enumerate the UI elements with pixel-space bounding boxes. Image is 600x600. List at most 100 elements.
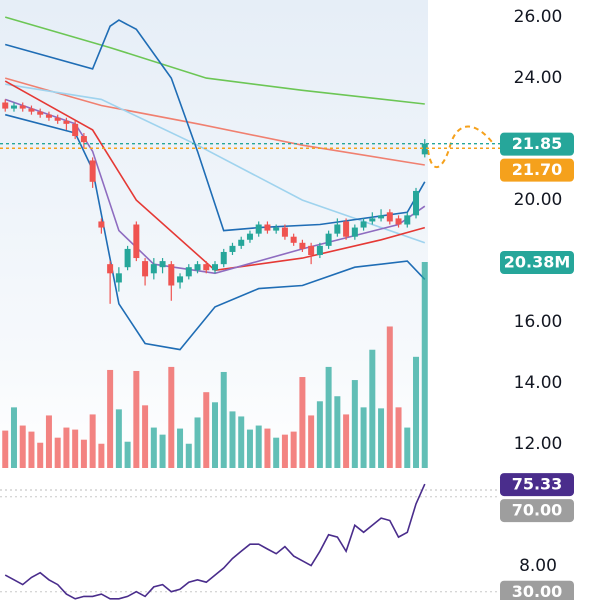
- volume-bar: [194, 417, 201, 468]
- candle-body: [177, 276, 184, 283]
- candle-body: [89, 160, 96, 182]
- candle-body: [142, 261, 149, 277]
- volume-bar: [360, 407, 367, 468]
- candle-body: [264, 224, 271, 231]
- rsi-line: [4, 483, 426, 600]
- volume-bar: [378, 408, 385, 468]
- rsi-badge-bg: [500, 473, 574, 497]
- volume-bar: [45, 415, 52, 468]
- volume-bar: [290, 431, 297, 468]
- y-tick-label: 12.00: [514, 434, 563, 454]
- candle-body: [395, 218, 402, 225]
- volume-badge: 20.38M: [504, 252, 571, 271]
- candle-body: [10, 105, 17, 109]
- volume-bar: [238, 416, 245, 468]
- volume-bar: [107, 369, 114, 468]
- y-tick-label: 8.00: [519, 556, 557, 576]
- volume-bar: [308, 415, 315, 468]
- candle-body: [124, 248, 131, 268]
- volume-bar: [334, 396, 341, 468]
- candle-body: [115, 273, 122, 283]
- candle-body: [220, 251, 227, 265]
- candle-body: [212, 264, 218, 271]
- candle-body: [351, 227, 358, 237]
- volume-bar: [98, 443, 105, 468]
- candle-body: [281, 227, 288, 237]
- candle-body: [316, 245, 323, 256]
- volume-bar: [316, 401, 323, 468]
- volume-bar: [142, 405, 149, 468]
- volume-bar: [89, 414, 96, 468]
- volume-bar: [80, 439, 87, 468]
- rsi-tick-badge-bg: [500, 499, 574, 523]
- candle-body: [107, 264, 114, 274]
- volume-bar: [229, 411, 236, 468]
- volume-bar: [220, 371, 227, 468]
- candle-body: [255, 224, 262, 234]
- rsi-tick-badge: 30.00: [512, 582, 563, 600]
- candle-body: [421, 143, 428, 155]
- candle-body: [98, 221, 105, 228]
- candle-body: [404, 215, 411, 225]
- volume-bar: [2, 430, 9, 468]
- candle-body: [72, 123, 79, 137]
- volume-bar: [159, 434, 166, 468]
- volume-bar: [19, 425, 26, 468]
- candle-body: [308, 245, 315, 256]
- candle-body: [28, 108, 35, 112]
- rsi-badge: 75.33: [512, 475, 563, 494]
- candle-body: [369, 218, 376, 222]
- candle-body: [273, 227, 280, 231]
- price-badge: 21.85: [512, 134, 563, 153]
- volume-bar: [273, 437, 280, 468]
- volume-bar: [386, 326, 393, 468]
- volume-bar: [212, 402, 218, 468]
- volume-bar: [63, 427, 70, 468]
- candle-body: [238, 239, 245, 246]
- volume-bar: [28, 431, 35, 468]
- volume-bar: [395, 407, 402, 468]
- volume-bar: [115, 409, 122, 468]
- candle-body: [54, 117, 61, 121]
- candle-body: [133, 224, 140, 259]
- candle-body: [45, 114, 52, 118]
- candle-body: [37, 111, 44, 115]
- price-badge-bg: [500, 158, 574, 182]
- volume-bar: [72, 429, 79, 468]
- y-tick-label: 20.00: [514, 190, 563, 210]
- price-badge: 21.70: [512, 160, 563, 179]
- volume-bar: [325, 366, 332, 468]
- volume-bar: [299, 377, 306, 468]
- candle-body: [378, 215, 385, 219]
- volume-bar: [369, 349, 376, 468]
- price-badge-bg: [500, 132, 574, 156]
- volume-bar: [255, 425, 262, 468]
- volume-bar: [404, 427, 411, 468]
- indicator-line: [4, 19, 426, 232]
- volume-badge-bg: [500, 250, 574, 274]
- candle-body: [2, 102, 9, 109]
- candle-body: [150, 264, 157, 274]
- volume-bar: [37, 442, 44, 468]
- volume-bar: [246, 429, 253, 468]
- indicator-line: [4, 77, 425, 166]
- volume-bar: [150, 427, 157, 468]
- volume-bar: [421, 261, 428, 468]
- candle-body: [229, 245, 236, 252]
- candle-body: [185, 267, 192, 277]
- volume-bar: [343, 414, 350, 468]
- indicator-line: [4, 16, 425, 105]
- rsi-tick-badge: 70.00: [512, 501, 563, 520]
- volume-bar: [264, 428, 271, 468]
- candle-body: [290, 236, 297, 243]
- candle-body: [360, 221, 367, 228]
- y-tick-label: 26.00: [514, 7, 563, 27]
- volume-bar: [54, 437, 61, 468]
- rsi-tick-badge-bg: [500, 580, 574, 600]
- candle-body: [343, 221, 350, 237]
- candle-body: [413, 190, 420, 216]
- projection-arc: [427, 125, 493, 169]
- volume-bar: [133, 370, 140, 468]
- y-tick-label: 24.00: [514, 68, 563, 88]
